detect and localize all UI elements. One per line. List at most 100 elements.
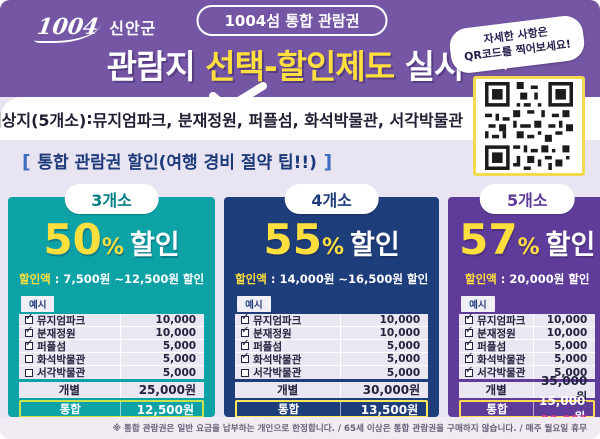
- price-table: 뮤지엄파크 10,000 분재정원 10,000 퍼플섬 5,000: [459, 312, 596, 439]
- table-row: 화석박물관 5,000: [19, 353, 205, 366]
- venue-name: 뮤지엄파크: [253, 314, 302, 327]
- venue-price: 10,000: [155, 314, 197, 326]
- title-highlight: 선택: [205, 40, 268, 112]
- shinan-logo: 1004 신안군: [33, 14, 157, 43]
- venue-name: 뮤지엄파크: [477, 314, 526, 327]
- venue-name: 서각박물관: [253, 367, 302, 379]
- package-column-4: 4개소 55%할인 할인액 : 14,000원 ~16,500원 할인 예시 뮤…: [224, 184, 440, 437]
- bracket-open: [: [22, 151, 38, 173]
- title-dash: -: [263, 47, 278, 86]
- package-box: 50%할인 할인액 : 7,500원 ~12,500원 할인 예시 뮤지엄파크 …: [8, 197, 216, 437]
- package-columns: 3개소 50%할인 할인액 : 7,500원 ~12,500원 할인 예시 뮤지…: [8, 184, 600, 439]
- venue-price: 5,000: [386, 353, 421, 365]
- table-row: 분재정원 10,000: [19, 325, 205, 340]
- example-tab: 예시: [237, 296, 271, 312]
- discount-amount: 할인액 : 7,500원 ~12,500원 할인: [19, 272, 205, 286]
- checkbox-icon: [25, 338, 33, 350]
- section-title: [ 통합 관람권 할인(여행 경비 절약 팁!!) ]: [22, 148, 332, 173]
- discount-percent: 57% 할인: [459, 215, 596, 264]
- venue-price: 5,000: [386, 366, 421, 379]
- venue-price: 5,000: [554, 366, 588, 379]
- venue-name: 화석박물관: [253, 353, 302, 366]
- individual-total-row: 개별 35,000원: [459, 374, 596, 404]
- venue-name: 분재정원: [253, 327, 292, 340]
- footer-note: ※ 통합 관람권은 일반 요금을 납부하는 개인으로 한정합니다. / 65세 …: [0, 417, 600, 439]
- discount-percent: 50% 할인: [43, 215, 180, 264]
- venue-price: 5,000: [162, 366, 197, 379]
- venue-price: 5,000: [162, 340, 197, 352]
- package-pill: 3개소: [64, 184, 159, 214]
- target-label: 대상지(5개소): [0, 110, 87, 130]
- checkbox-icon: [25, 355, 33, 363]
- venue-name: 퍼플섬: [253, 340, 283, 353]
- example-tab: 예시: [21, 296, 55, 312]
- discount-amount: 할인액 : 14,000원 ~16,500원 할인: [235, 272, 429, 286]
- package-column-5: 5개소 57%할인 할인액 : 20,000원 할인 예시 뮤지엄파크 10,0…: [448, 184, 600, 439]
- checkbox-icon: [465, 351, 474, 363]
- table-row: 서각박물관 5,000: [19, 366, 204, 379]
- checkbox-icon: [25, 325, 33, 337]
- checkbox-icon: [465, 365, 474, 377]
- logo-region-name: 신안군: [109, 19, 157, 38]
- venue-price: 10,000: [546, 327, 588, 339]
- checkbox-icon: [241, 338, 249, 350]
- checkbox-icon: [25, 312, 33, 324]
- combined-price-row: 통합 13,500원: [235, 400, 429, 418]
- qr-code: [473, 76, 585, 176]
- logo-numeral: 1004: [33, 14, 104, 43]
- individual-total-row: 개별 25,000원: [19, 381, 205, 398]
- checkbox-icon: [465, 338, 474, 350]
- target-venues: 뮤지엄파크, 분재정원, 퍼플섬, 화석박물관, 서각박물관: [92, 110, 464, 130]
- checkbox-icon: [241, 312, 249, 324]
- checkbox-icon: [465, 325, 474, 337]
- checkbox-icon: [241, 325, 249, 337]
- table-row: 뮤지엄파크 10,000: [459, 312, 596, 327]
- table-row: 화석박물관 5,000: [235, 351, 429, 366]
- venue-price: 5,000: [162, 353, 197, 365]
- checkbox-icon: [25, 368, 33, 377]
- main-area: [ 통합 관람권 할인(여행 경비 절약 팁!!) ] 3개소 50% 할인 할인…: [0, 140, 600, 439]
- section-tip: (여행 경비 절약 팁!!): [158, 153, 317, 173]
- table-row: 퍼플섬 5,000: [459, 338, 596, 353]
- checkbox-icon: [241, 368, 250, 377]
- ticket-badge: 1004섬 통합 관람권: [196, 5, 388, 36]
- venue-name: 뮤지엄파크: [37, 314, 86, 327]
- venue-name: 퍼플섬: [37, 340, 66, 353]
- discount-amount: 할인액 : 20,000원 할인: [465, 272, 590, 286]
- example-tab: 예시: [461, 296, 495, 312]
- checkbox-icon: [465, 312, 474, 324]
- table-row: 퍼플섬 5,000: [19, 338, 205, 353]
- title-mid: 할인제도: [276, 47, 395, 86]
- table-row: 화석박물관 5,000: [459, 351, 596, 366]
- package-pill: 4개소: [284, 184, 379, 214]
- table-row: 서각박물관 5,000: [235, 366, 428, 379]
- package-pill: 5개소: [479, 184, 575, 214]
- package-box: 55%할인 할인액 : 14,000원 ~16,500원 할인 예시 뮤지엄파크…: [224, 197, 440, 437]
- table-row: 분재정원 10,000: [235, 325, 429, 340]
- venue-price: 10,000: [379, 314, 421, 326]
- venue-name: 서각박물관: [37, 367, 86, 379]
- bracket-close: ]: [316, 151, 333, 173]
- venue-name: 분재정원: [37, 327, 76, 340]
- venue-name: 화석박물관: [37, 353, 86, 366]
- venue-name: 서각박물관: [477, 367, 526, 379]
- title-lead: 관람지: [106, 47, 206, 86]
- table-row: 뮤지엄파크 10,000: [235, 312, 429, 327]
- package-column-3: 3개소 50%할인 할인액 : 7,500원 ~12,500원 할인 예시 뮤지…: [8, 184, 216, 437]
- section-title-text: 통합 관람권 할인: [37, 153, 159, 173]
- qr-code-icon: [485, 82, 573, 170]
- table-row: 서각박물관 5,000: [459, 365, 595, 379]
- venue-price: 10,000: [546, 314, 588, 326]
- table-row: 퍼플섬 5,000: [235, 338, 429, 353]
- checkbox-icon: [241, 351, 249, 363]
- venue-price: 5,000: [386, 340, 421, 352]
- venue-price: 5,000: [554, 340, 588, 352]
- venue-price: 10,000: [155, 327, 197, 339]
- combined-price-row: 통합 12,500원: [19, 400, 205, 418]
- venue-name: 화석박물관: [477, 353, 526, 366]
- venue-price: 10,000: [379, 327, 421, 339]
- target-venues-line: 대상지(5개소) : 뮤지엄파크, 분재정원, 퍼플섬, 화석박물관, 서각박물…: [0, 97, 600, 140]
- package-box: 57%할인 할인액 : 20,000원 할인 예시 뮤지엄파크 10,000: [448, 197, 600, 439]
- table-row: 뮤지엄파크 10,000: [19, 312, 205, 327]
